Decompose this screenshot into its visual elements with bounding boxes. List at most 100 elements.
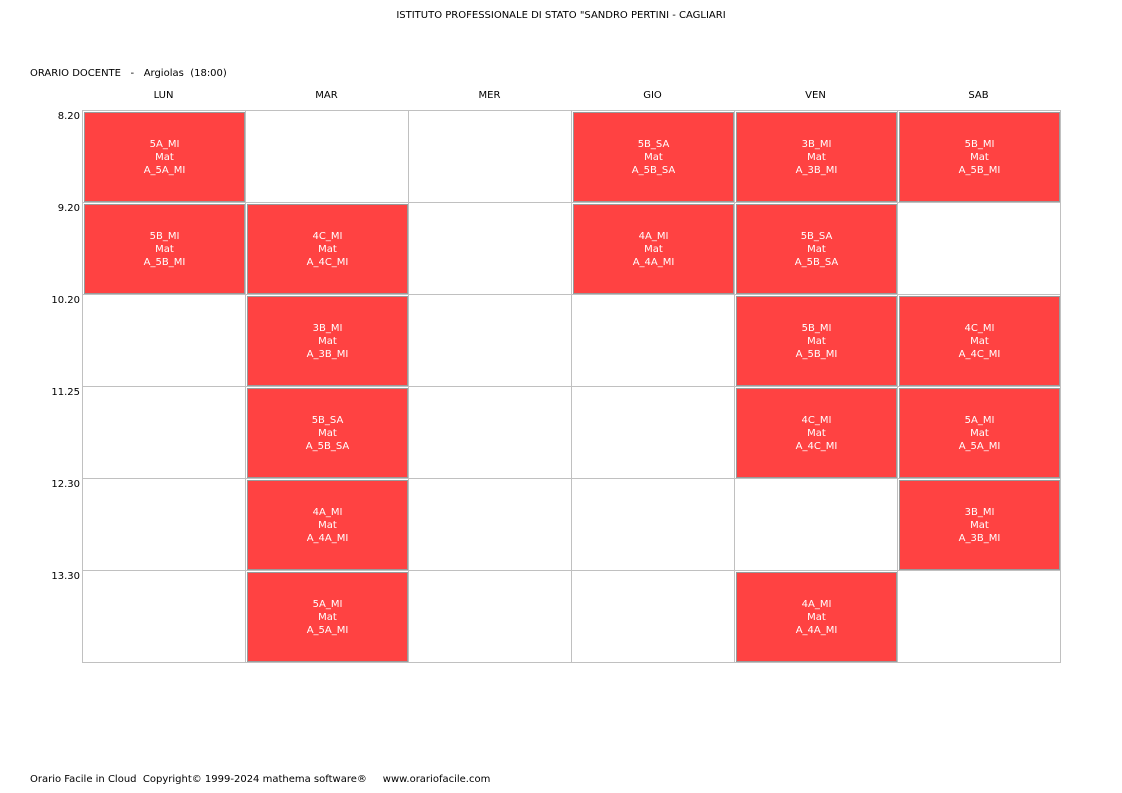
lesson-subject: Mat (807, 243, 826, 255)
footer-copyright: Copyright© 1999-2024 mathema software® (142, 774, 367, 785)
lesson-block[interactable]: 5B_MI Mat A_5B_MI (84, 204, 245, 294)
timetable-cell (898, 203, 1061, 295)
lesson-subject: Mat (644, 151, 663, 163)
timetable-cell (409, 203, 572, 295)
lesson-subject: Mat (970, 427, 989, 439)
day-header-lun: LUN (153, 90, 174, 101)
lesson-room: A_5B_MI (958, 164, 1001, 176)
lesson-class: 5B_MI (964, 138, 995, 150)
lesson-block[interactable]: 3B_MI Mat A_3B_MI (899, 480, 1060, 570)
lesson-room: A_3B_MI (795, 164, 838, 176)
time-label: 10.20 (51, 295, 80, 306)
lesson-room: A_5A_MI (958, 440, 1001, 452)
lesson-room: A_5B_SA (305, 440, 350, 452)
lesson-subject: Mat (318, 243, 337, 255)
timetable-cell (409, 571, 572, 663)
timetable-cell (246, 111, 409, 203)
lesson-block[interactable]: 3B_MI Mat A_3B_MI (247, 296, 408, 386)
lesson-block[interactable]: 4A_MI Mat A_4A_MI (573, 204, 734, 294)
lesson-class: 3B_MI (312, 322, 343, 334)
lesson-room: A_5A_MI (306, 624, 349, 636)
time-label: 8.20 (57, 111, 80, 122)
schedule-type-label: ORARIO DOCENTE (30, 68, 121, 79)
lesson-block[interactable]: 5A_MI Mat A_5A_MI (899, 388, 1060, 478)
lesson-subject: Mat (318, 335, 337, 347)
teacher-hours: (18:00) (190, 68, 227, 79)
footer-product: Orario Facile in Cloud (30, 774, 137, 785)
lesson-subject: Mat (970, 335, 989, 347)
lesson-block[interactable]: 5B_SA Mat A_5B_SA (247, 388, 408, 478)
lesson-block[interactable]: 5B_MI Mat A_5B_MI (736, 296, 897, 386)
timetable-cell (409, 479, 572, 571)
lesson-block[interactable]: 4A_MI Mat A_4A_MI (736, 572, 897, 662)
lesson-subject: Mat (644, 243, 663, 255)
school-title: ISTITUTO PROFESSIONALE DI STATO "SANDRO … (396, 10, 726, 21)
lesson-subject: Mat (155, 243, 174, 255)
lesson-class: 5B_MI (801, 322, 832, 334)
lesson-room: A_4A_MI (306, 532, 349, 544)
lesson-block[interactable]: 5A_MI Mat A_5A_MI (247, 572, 408, 662)
timetable-cell (572, 387, 735, 479)
lesson-class: 5A_MI (312, 598, 343, 610)
timetable-cell (572, 571, 735, 663)
lesson-room: A_5B_SA (794, 256, 839, 268)
lesson-block[interactable]: 3B_MI Mat A_3B_MI (736, 112, 897, 202)
lesson-room: A_5B_MI (143, 256, 186, 268)
day-header-ven: VEN (805, 90, 826, 101)
day-header-gio: GIO (643, 90, 662, 101)
lesson-class: 5B_MI (149, 230, 180, 242)
lesson-room: A_5A_MI (143, 164, 186, 176)
day-header-mar: MAR (315, 90, 338, 101)
lesson-subject: Mat (970, 519, 989, 531)
timetable-cell (83, 479, 246, 571)
header-separator: - (130, 68, 135, 79)
lesson-block[interactable]: 4C_MI Mat A_4C_MI (247, 204, 408, 294)
lesson-room: A_5B_SA (631, 164, 676, 176)
lesson-block[interactable]: 5B_MI Mat A_5B_MI (899, 112, 1060, 202)
lesson-subject: Mat (807, 151, 826, 163)
time-label: 9.20 (57, 203, 80, 214)
lesson-class: 5A_MI (149, 138, 180, 150)
lesson-class: 4C_MI (312, 230, 343, 242)
lesson-subject: Mat (155, 151, 174, 163)
lesson-block[interactable]: 4C_MI Mat A_4C_MI (899, 296, 1060, 386)
lesson-class: 4C_MI (964, 322, 995, 334)
lesson-class: 3B_MI (964, 506, 995, 518)
lesson-block[interactable]: 5B_SA Mat A_5B_SA (573, 112, 734, 202)
teacher-header: ORARIO DOCENTE - Argiolas (18:00) (30, 68, 227, 79)
lesson-room: A_3B_MI (958, 532, 1001, 544)
lesson-class: 5A_MI (964, 414, 995, 426)
teacher-name: Argiolas (143, 68, 184, 79)
lesson-class: 5B_SA (311, 414, 344, 426)
lesson-block[interactable]: 5B_SA Mat A_5B_SA (736, 204, 897, 294)
day-header-mer: MER (478, 90, 501, 101)
footer: Orario Facile in Cloud Copyright© 1999-2… (30, 774, 490, 785)
lesson-class: 4C_MI (801, 414, 832, 426)
lesson-subject: Mat (807, 335, 826, 347)
lesson-room: A_4C_MI (958, 348, 1001, 360)
lesson-block[interactable]: 5A_MI Mat A_5A_MI (84, 112, 245, 202)
lesson-block[interactable]: 4A_MI Mat A_4A_MI (247, 480, 408, 570)
lesson-room: A_4C_MI (795, 440, 838, 452)
timetable-cell (572, 295, 735, 387)
lesson-room: A_3B_MI (306, 348, 349, 360)
time-label: 13.30 (51, 571, 80, 582)
timetable-cell (898, 571, 1061, 663)
lesson-subject: Mat (970, 151, 989, 163)
lesson-block[interactable]: 4C_MI Mat A_4C_MI (736, 388, 897, 478)
timetable-cell (735, 479, 898, 571)
timetable-cell (409, 387, 572, 479)
lesson-class: 5B_SA (637, 138, 670, 150)
timetable-cell (83, 571, 246, 663)
lesson-subject: Mat (807, 611, 826, 623)
lesson-room: A_4C_MI (306, 256, 349, 268)
timetable-cell (83, 295, 246, 387)
lesson-class: 4A_MI (801, 598, 832, 610)
lesson-class: 4A_MI (638, 230, 669, 242)
lesson-room: A_4A_MI (632, 256, 675, 268)
lesson-room: A_5B_MI (795, 348, 838, 360)
lesson-subject: Mat (807, 427, 826, 439)
footer-website[interactable]: www.orariofacile.com (382, 774, 491, 785)
timetable-cell (83, 387, 246, 479)
lesson-subject: Mat (318, 611, 337, 623)
